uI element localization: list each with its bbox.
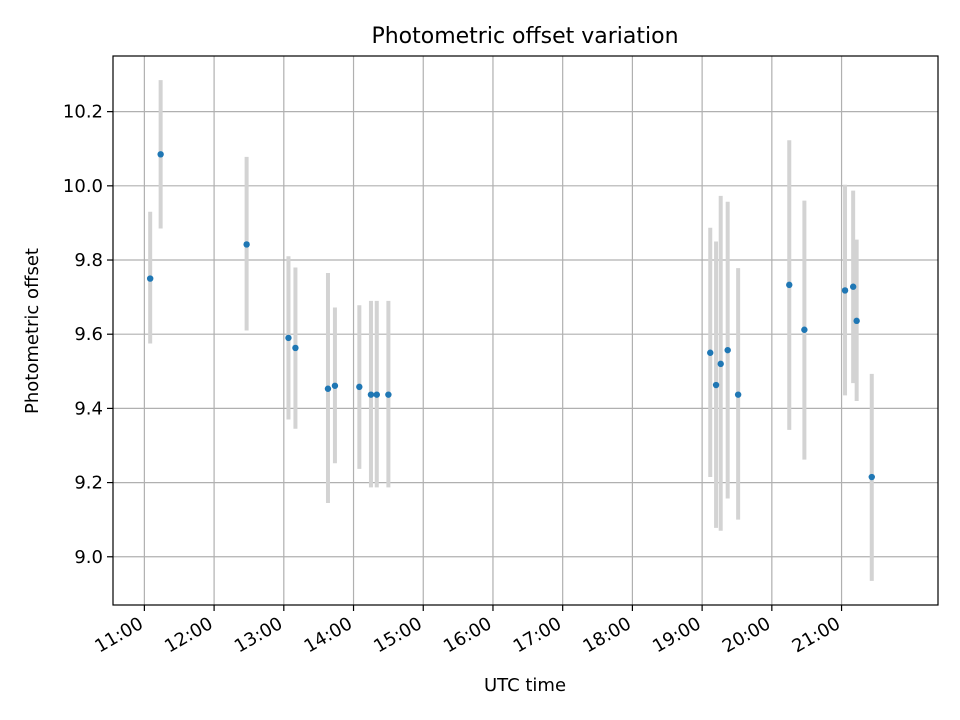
data-point	[853, 317, 860, 325]
x-tick-label: 15:00	[370, 613, 425, 657]
y-tick-label: 9.4	[74, 398, 103, 419]
data-point	[385, 391, 392, 398]
data-point	[801, 326, 808, 333]
x-tick-label: 16:00	[440, 613, 495, 657]
error-bars	[148, 80, 874, 581]
data-point	[331, 382, 339, 389]
y-tick-label: 9.2	[74, 473, 103, 494]
x-tick-label: 18:00	[579, 613, 634, 657]
x-tick-label: 12:00	[161, 613, 216, 657]
x-tick-label: 14:00	[301, 613, 356, 657]
x-axis-label: UTC time	[484, 675, 566, 696]
data-point	[373, 391, 380, 398]
data-point	[707, 349, 714, 356]
y-tick-label: 9.0	[74, 547, 103, 568]
y-tick-label: 9.6	[74, 324, 103, 345]
x-tick-label: 20:00	[719, 613, 774, 657]
data-point	[157, 151, 164, 158]
data-point	[849, 283, 857, 290]
x-tick-label: 19:00	[649, 613, 704, 657]
data-point	[712, 381, 720, 389]
y-tick-label: 10.0	[63, 176, 103, 197]
x-tick-label: 21:00	[789, 613, 844, 657]
y-tick-label: 9.8	[74, 250, 103, 271]
data-point	[841, 287, 849, 294]
data-point	[285, 334, 292, 342]
data-point	[324, 385, 332, 392]
data-point	[367, 391, 375, 398]
x-axis-ticks: 11:00 12:00 13:00 14:00 15:00 16:00 17:00 18:00…	[91, 605, 844, 657]
data-point	[734, 391, 742, 398]
data-point	[786, 281, 793, 289]
data-point	[356, 383, 363, 391]
data-points	[146, 151, 875, 481]
plot-frame	[112, 55, 939, 606]
x-tick-label: 11:00	[91, 613, 146, 657]
data-point	[717, 360, 724, 368]
data-point	[292, 344, 299, 352]
x-tick-label: 13:00	[231, 613, 286, 657]
data-point	[243, 241, 250, 248]
data-point	[146, 275, 154, 282]
grid-lines	[113, 56, 938, 605]
y-axis-label: Photometric offset	[22, 248, 43, 414]
x-tick-label: 17:00	[510, 613, 565, 657]
y-tick-label: 10.2	[63, 102, 103, 123]
y-axis-ticks: 9.0 9.2 9.4 9.6 9.8 10.0 10.2	[63, 102, 113, 568]
data-point	[724, 346, 731, 354]
chart-title: Photometric offset variation	[371, 24, 678, 49]
data-point	[868, 473, 875, 481]
